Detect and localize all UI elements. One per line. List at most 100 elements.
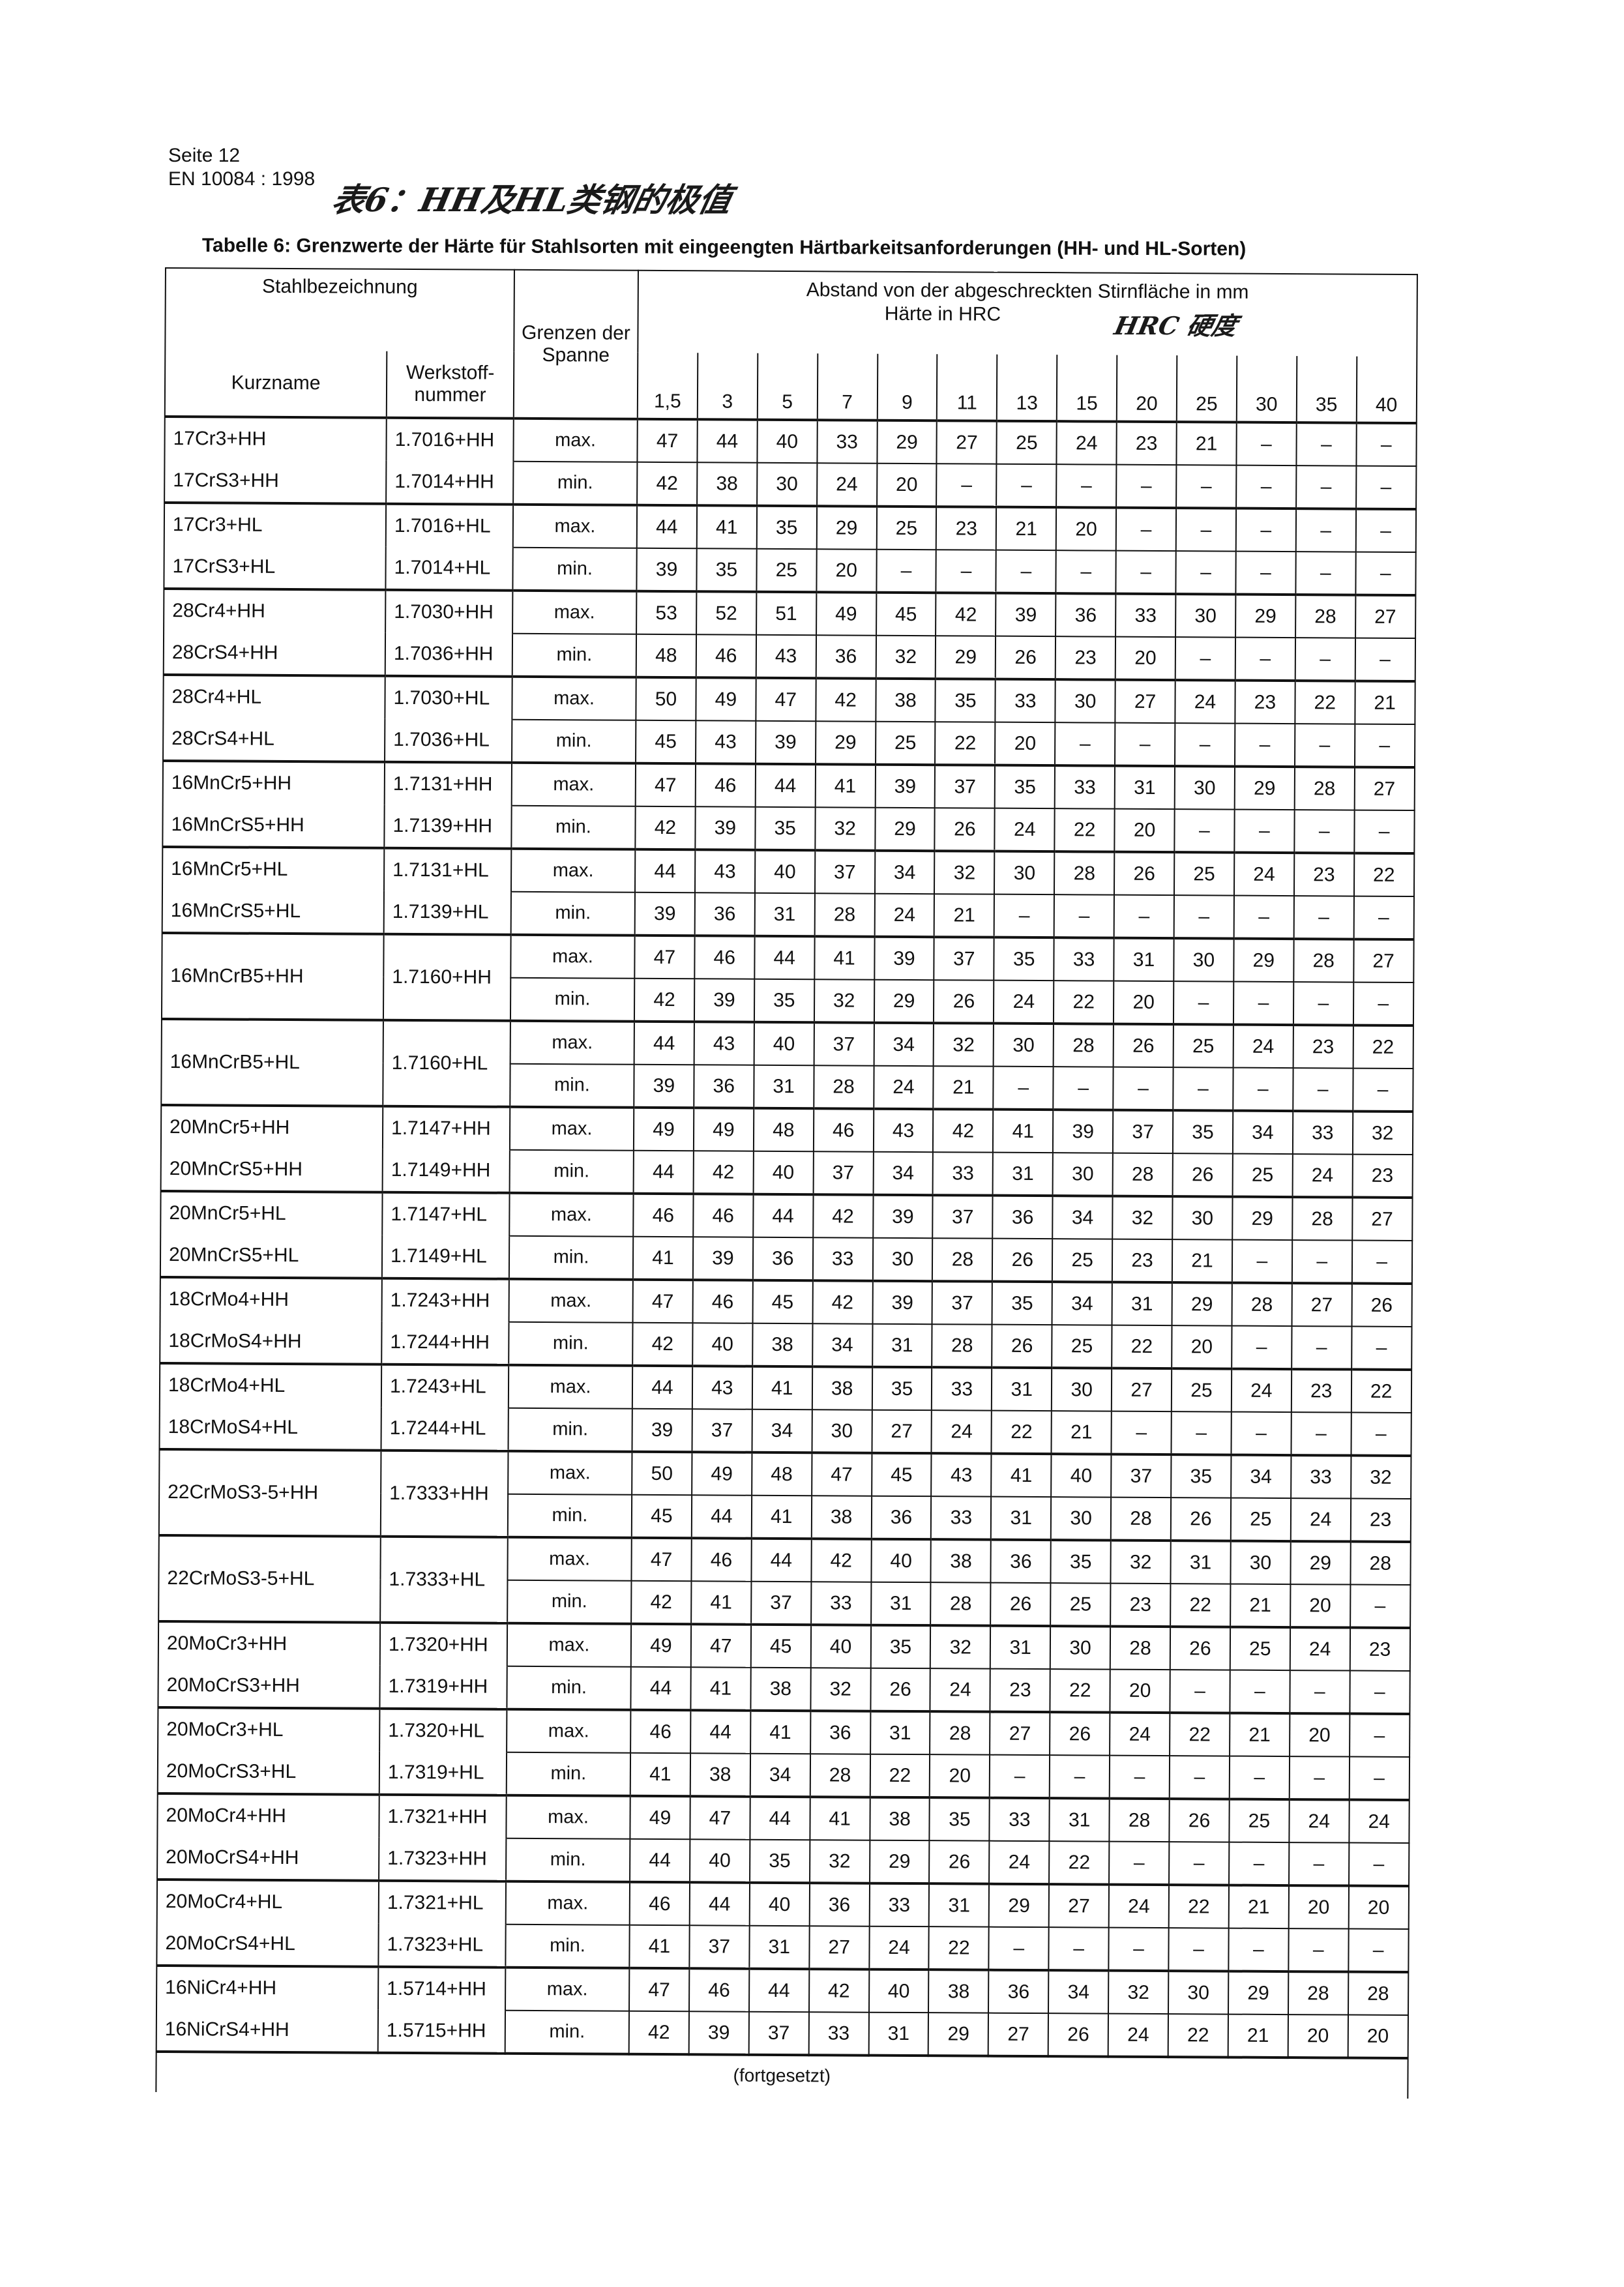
hardness-value: 44 (697, 419, 758, 463)
hardness-value: 24 (989, 1840, 1050, 1885)
hardness-value: 28 (1054, 851, 1115, 895)
material-number: 1.7320+HH (379, 1622, 508, 1666)
hardness-value: 24 (1231, 1368, 1292, 1413)
hardness-value: 42 (635, 806, 696, 850)
hardness-value: – (1173, 1067, 1233, 1111)
hardness-value: 34 (874, 1022, 934, 1067)
hardness-value: 47 (811, 1453, 872, 1496)
material-number: 1.7016+HH (386, 417, 514, 462)
hardness-value: 32 (1108, 1970, 1169, 2014)
hardness-value: – (1173, 981, 1234, 1025)
hardness-value: 24 (1233, 852, 1295, 896)
hardness-value: 45 (752, 1280, 813, 1324)
hardness-value: – (1116, 464, 1177, 509)
hardness-value: 33 (995, 679, 1056, 723)
hardness-value: 32 (809, 1840, 870, 1883)
hardness-value: 34 (873, 1151, 934, 1196)
hardness-value: 24 (1289, 1799, 1350, 1843)
steel-shortname: 16MnCrB5+HH (161, 932, 384, 1020)
hardness-value: 51 (756, 591, 817, 636)
hardness-value: 22 (1353, 853, 1414, 897)
hardness-value: 26 (1170, 1498, 1232, 1541)
hardness-value: 25 (1174, 852, 1235, 896)
steel-shortname: 20MoCr3+HH (158, 1621, 381, 1666)
hardness-value: 33 (1054, 765, 1115, 809)
header-grenzen: Grenzen der Spanne (513, 269, 638, 419)
hardness-value: 25 (876, 506, 937, 550)
hardness-value: – (1353, 896, 1414, 940)
material-number: 1.7323+HH (379, 1837, 507, 1881)
hardness-value: 27 (1292, 1283, 1352, 1327)
hardness-value: 37 (934, 937, 994, 981)
max-label: max. (510, 1020, 634, 1065)
hardness-value: 28 (813, 1065, 874, 1109)
min-label: min. (509, 1321, 633, 1366)
hardness-value: 35 (994, 937, 1054, 981)
hardness-value: 21 (1229, 1713, 1290, 1757)
hardness-value: – (1232, 1239, 1293, 1284)
hardness-value: 26 (929, 1840, 990, 1884)
hardness-value: – (1355, 552, 1416, 596)
hardness-value: 26 (1114, 851, 1175, 896)
hardness-value: 31 (1114, 937, 1174, 982)
hardness-value: – (1288, 1842, 1350, 1886)
hardness-value: 44 (753, 1194, 814, 1238)
hardness-value: 44 (630, 1666, 691, 1711)
min-label: min. (511, 805, 636, 849)
hardness-value: 21 (934, 894, 995, 937)
hardness-value: 48 (636, 634, 696, 678)
hardness-value: 40 (868, 1969, 929, 2013)
hardness-value: 22 (1054, 808, 1115, 852)
steel-shortname: 16NiCr4+HH (156, 1965, 379, 2010)
material-number: 1.7030+HL (385, 675, 512, 720)
material-number: 1.7014+HL (385, 546, 513, 591)
hardness-value: 24 (1110, 1712, 1170, 1756)
hardness-value: – (1176, 465, 1237, 509)
hardness-value: 36 (809, 1883, 870, 1926)
hardness-value: 27 (1111, 1368, 1172, 1412)
hardness-value: 31 (1114, 765, 1175, 810)
hardness-value: 33 (1290, 1455, 1351, 1499)
hardness-value: 40 (753, 1151, 814, 1195)
material-number: 1.7147+HH (382, 1106, 510, 1150)
hardness-value: 31 (1112, 1282, 1172, 1326)
hardness-value: 24 (1108, 2013, 1169, 2058)
hardness-value: 30 (1050, 1626, 1111, 1670)
hardness-value: 20 (1115, 636, 1176, 681)
hardness-value: 26 (992, 1238, 1053, 1282)
hardness-value: 23 (1112, 1239, 1173, 1283)
hardness-value: 30 (1230, 1541, 1291, 1585)
hardness-value: 24 (1233, 1024, 1293, 1069)
hardness-value: 24 (994, 980, 1054, 1024)
hardness-value: 46 (633, 1193, 694, 1237)
max-label: max. (512, 590, 637, 634)
hardness-value: 32 (1352, 1111, 1413, 1155)
hardness-value: 25 (996, 421, 1057, 465)
hardness-value: 30 (1168, 1971, 1229, 2014)
hardness-value: 39 (695, 806, 756, 850)
material-number: 1.7321+HL (378, 1880, 507, 1925)
hardness-value: 43 (756, 634, 816, 679)
hardness-value: – (1109, 1841, 1170, 1885)
hardness-value: 43 (694, 849, 756, 893)
steel-shortname: 16MnCr5+HL (162, 846, 385, 891)
hardness-value: 33 (989, 1797, 1050, 1842)
max-label: max. (505, 1881, 630, 1925)
continued-note: (fortgesetzt) (156, 2051, 1408, 2099)
hardness-value: 32 (876, 635, 936, 679)
hardness-value: 24 (1108, 1884, 1170, 1928)
hardness-value: 46 (693, 1194, 754, 1237)
hardness-value: 33 (933, 1152, 994, 1196)
min-label: min. (506, 1838, 630, 1882)
hardness-value: 23 (1293, 853, 1355, 896)
hardness-value: 25 (875, 721, 936, 765)
hardness-value: 47 (631, 1537, 692, 1582)
steel-shortname: 20MoCrS4+HL (156, 1922, 379, 1967)
steel-shortname: 17Cr3+HL (164, 503, 387, 547)
hardness-value: 36 (810, 1711, 870, 1754)
hardness-value: 25 (1052, 1239, 1113, 1282)
handwritten-title-note: 表6：HH及HL类钢的极值 (328, 181, 736, 219)
header-distance: 1,5 (637, 352, 698, 420)
hardness-value: 49 (630, 1795, 690, 1840)
steel-shortname: 16MnCrB5+HL (161, 1018, 383, 1106)
